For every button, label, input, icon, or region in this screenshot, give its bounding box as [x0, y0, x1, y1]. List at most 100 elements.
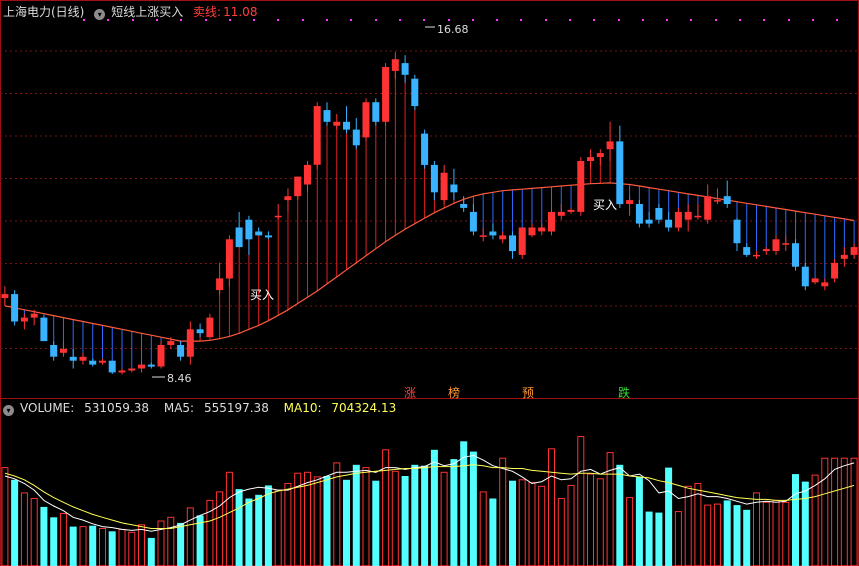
signal-dot: [618, 19, 620, 21]
candle-body: [655, 208, 663, 220]
volume-bar-down: [401, 476, 409, 566]
signal-dot: [520, 19, 522, 21]
candles: [1, 52, 858, 375]
volume-bar-down: [343, 479, 350, 566]
volume-bar-up: [157, 520, 165, 566]
low-price-label: 8.46: [167, 372, 192, 385]
volume-ma5-line: [4, 454, 855, 532]
signal-dot: [132, 19, 134, 21]
volume-bar-down: [450, 459, 458, 566]
signal-dot: [836, 19, 838, 21]
volume-bar-up: [79, 526, 87, 566]
candle-body: [50, 345, 58, 357]
candle-body: [460, 204, 468, 208]
candle-body: [450, 184, 458, 193]
volume-bar-up: [499, 457, 507, 566]
volume-bar-up: [772, 499, 780, 566]
volume-bar-up: [30, 498, 38, 566]
candle-body: [216, 278, 224, 291]
signal-dot: [569, 19, 571, 21]
candle-body: [362, 102, 370, 138]
volume-bar-up: [391, 470, 399, 566]
candle-body: [372, 102, 380, 122]
candle-body: [323, 110, 331, 122]
volume-bar-down: [264, 485, 272, 566]
volume-bar-down: [421, 465, 429, 566]
signal-dot: [326, 19, 328, 21]
volume-bar-up: [538, 485, 546, 566]
candle-body: [294, 176, 302, 197]
volume-bar-up: [118, 528, 126, 566]
candle-body: [801, 266, 809, 287]
candle-body: [577, 161, 585, 212]
signal-dot: [690, 19, 692, 21]
candle-body: [138, 364, 145, 369]
volume-bar-up: [548, 448, 555, 566]
candle-body: [645, 219, 653, 224]
candle-body: [89, 360, 97, 365]
volume-bar-up: [694, 483, 702, 566]
volume-bar-up: [99, 528, 106, 566]
volume-bar-down: [245, 498, 253, 566]
candle-body: [840, 254, 848, 259]
candle-body: [1, 294, 9, 298]
candle-body: [587, 157, 594, 161]
candle-body: [206, 317, 214, 338]
chart-annotations: 16.68 8.46 买入 买入 涨 榜 预 跌: [152, 23, 630, 400]
candle-body: [674, 211, 682, 228]
volume-bar-down: [69, 526, 77, 566]
ma5-label: MA5: 555197.38: [163, 401, 269, 415]
volume-menu-icon[interactable]: ▾: [3, 405, 14, 416]
indicator-name[interactable]: 短线上涨买入: [111, 5, 184, 19]
signal-dot: [253, 19, 255, 21]
candle-body: [79, 356, 87, 361]
signal-dot: [642, 19, 644, 21]
candle-body: [713, 200, 721, 202]
volume-bar-up: [557, 498, 565, 566]
candle-body: [69, 356, 77, 361]
sell-line: [4, 70, 855, 371]
tag-fall: 跌: [618, 385, 630, 400]
volume-bar-up: [138, 524, 145, 566]
candle-body: [20, 317, 28, 322]
volume-bar-up: [626, 497, 634, 566]
ma10-value: 704324.13: [331, 401, 397, 415]
candle-body: [235, 227, 243, 248]
candle-body: [313, 106, 321, 165]
volume-bar-down: [235, 489, 243, 566]
volume-bar-down: [50, 517, 58, 566]
candle-body: [391, 59, 399, 71]
volume-bar-down: [89, 525, 97, 566]
volume-bar-up: [440, 471, 448, 566]
volume-bar-down: [147, 537, 155, 566]
volume-bar-up: [528, 482, 536, 566]
volume-bar-up: [1, 467, 9, 566]
sell-line-value: 11.08: [223, 5, 258, 19]
volume-bar-down: [460, 441, 468, 566]
volume-bar-up: [762, 501, 770, 566]
volume-bar-up: [274, 489, 282, 566]
volume-bar-up: [850, 457, 858, 566]
indicator-menu-icon[interactable]: ▾: [94, 9, 106, 20]
volume-bar-down: [665, 467, 673, 566]
candle-body: [792, 243, 799, 267]
candle-body: [489, 231, 497, 236]
volume-bar-up: [596, 478, 604, 566]
candle-body: [245, 219, 253, 240]
signal-dot: [472, 19, 474, 21]
candle-body: [567, 209, 575, 212]
signal-dot: [156, 19, 158, 21]
candle-body: [557, 211, 565, 216]
candle-body: [811, 278, 819, 283]
candle-body: [733, 219, 741, 244]
candle-body: [528, 227, 536, 236]
candle-body: [118, 370, 126, 373]
signal-dot: [107, 19, 109, 21]
volume-bar-up: [313, 476, 321, 566]
volume-bar-up: [840, 457, 848, 566]
signal-dot: [812, 19, 814, 21]
volume-bar-up: [518, 479, 526, 566]
candle-body: [704, 196, 712, 220]
candle-body: [850, 247, 858, 255]
